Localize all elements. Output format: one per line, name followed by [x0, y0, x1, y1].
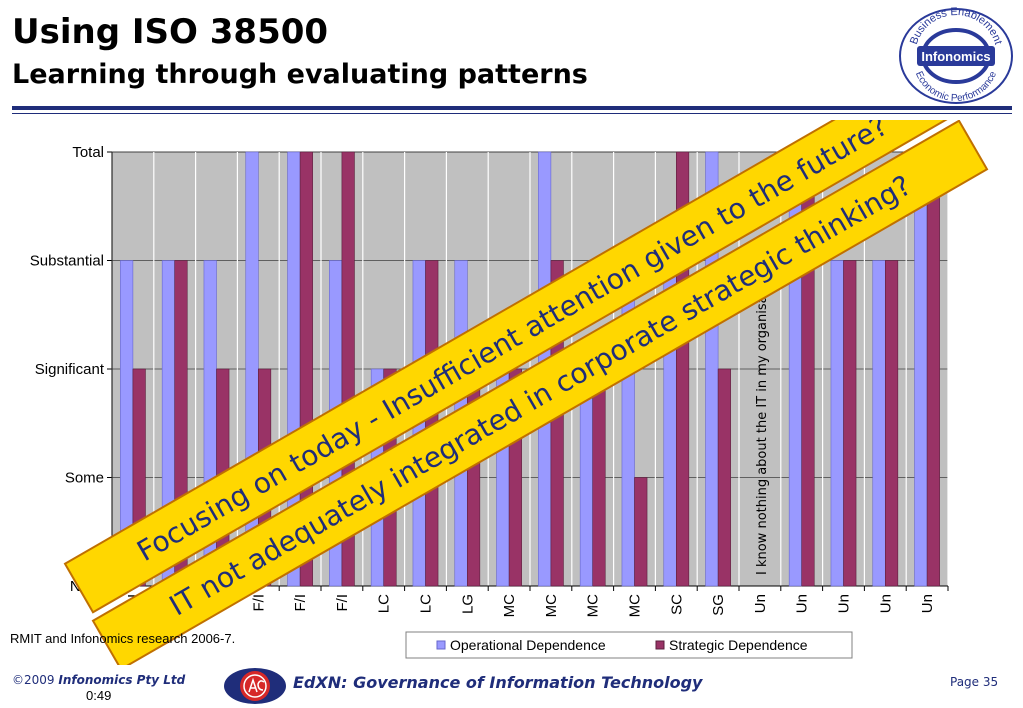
y-tick-label: Substantial [30, 253, 104, 270]
y-tick-label: Significant [35, 361, 105, 378]
x-tick-label: Un [877, 594, 894, 613]
slide-title: Using ISO 38500 [12, 12, 329, 52]
acs-logo [224, 668, 286, 704]
bar-operational [914, 151, 928, 587]
bar-operational [872, 260, 886, 587]
x-tick-label: LG [459, 594, 476, 614]
bar-strategic [884, 260, 899, 587]
x-tick-label: F/I [292, 594, 309, 612]
page-number: Page 35 [950, 675, 999, 689]
bar-strategic [717, 368, 731, 587]
company-name: Infonomics Pty Ltd [58, 673, 186, 687]
header-rule-thin [12, 113, 1012, 114]
footer-copyright: ©2009 Infonomics Pty Ltd [12, 673, 185, 687]
footer-time: 0:49 [86, 688, 112, 703]
legend-swatch-strategic [655, 640, 665, 650]
legend-label-operational: Operational Dependence [450, 637, 606, 653]
x-tick-label: SC [668, 594, 685, 615]
copyright-text: ©2009 [12, 673, 55, 687]
dependence-bar-chart: No viSomeSignificantSubstantialTotalEDUE… [30, 120, 989, 665]
y-tick-label: Some [65, 470, 104, 487]
bar-strategic [634, 477, 648, 587]
x-tick-label: F/I [250, 594, 267, 612]
x-tick-label: Un [794, 594, 811, 613]
banner-strategic-box [91, 120, 989, 665]
logo-center-text: Infonomics [921, 49, 990, 64]
infonomics-logo: Infonomics Business Enablement Economic … [899, 6, 1013, 104]
y-tick-label: Total [72, 144, 104, 161]
x-tick-label: MC [543, 594, 560, 617]
course-title: EdXN: Governance of Information Technolo… [293, 673, 703, 692]
source-note: RMIT and Infonomics research 2006-7. [10, 631, 236, 646]
x-tick-label: MC [585, 594, 602, 617]
bar-strategic [843, 260, 857, 587]
bar-strategic [592, 368, 606, 587]
bar-strategic [926, 151, 940, 587]
x-tick-label: MC [627, 594, 644, 617]
legend-label-strategic: Strategic Dependence [669, 637, 808, 653]
x-tick-label: LC [376, 594, 393, 613]
header-rule-thick [12, 106, 1012, 110]
x-tick-label: Un [752, 594, 769, 613]
x-tick-label: Un [836, 594, 853, 613]
x-tick-label: MC [501, 594, 518, 617]
banner-future-box [63, 120, 961, 614]
x-tick-label: SG [710, 594, 727, 616]
legend-box [405, 631, 853, 659]
x-tick-label: F/I [334, 594, 351, 612]
x-tick-label: Un [919, 594, 936, 613]
bar-operational [830, 260, 844, 587]
slide-subtitle: Learning through evaluating patterns [12, 59, 588, 90]
x-tick-label: LC [418, 594, 435, 613]
legend-swatch-operational [436, 640, 446, 650]
vertical-annotation: I know nothing about the IT in my organi… [755, 258, 770, 575]
